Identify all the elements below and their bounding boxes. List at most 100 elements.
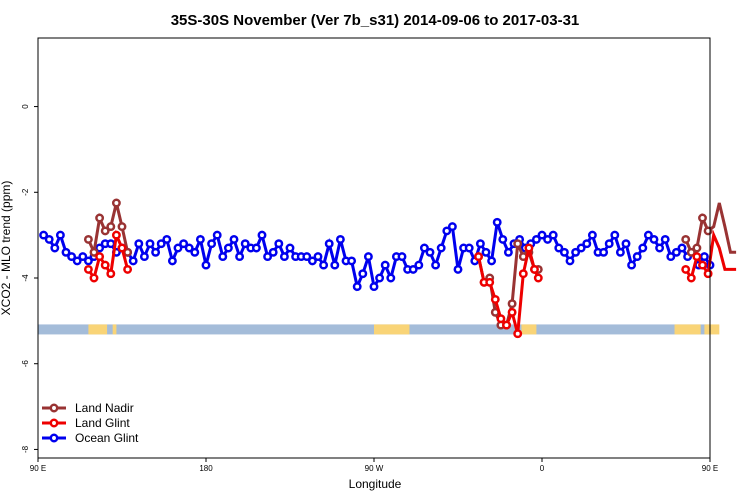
data-point xyxy=(106,239,116,249)
data-point xyxy=(610,230,620,240)
data-point xyxy=(587,230,597,240)
data-point xyxy=(229,234,239,244)
land-segment xyxy=(704,324,720,335)
series-ocean-glint xyxy=(39,217,715,292)
data-point xyxy=(78,252,88,262)
land-segment xyxy=(374,324,410,335)
data-point xyxy=(190,247,200,257)
data-point xyxy=(414,260,424,270)
data-point xyxy=(139,252,149,262)
data-point xyxy=(431,260,441,270)
data-point xyxy=(117,243,127,253)
land-segment xyxy=(521,324,537,335)
data-point xyxy=(263,252,273,262)
data-point xyxy=(686,247,696,257)
data-point xyxy=(207,239,217,249)
data-point xyxy=(397,252,407,262)
data-point xyxy=(274,239,284,249)
legend-label: Ocean Glint xyxy=(75,431,139,445)
x-axis: 90 E 180 90 W 0 90 E xyxy=(30,458,718,473)
data-point xyxy=(55,230,65,240)
data-point xyxy=(436,243,446,253)
data-point xyxy=(627,260,637,270)
data-point xyxy=(257,230,267,240)
data-point xyxy=(240,239,250,249)
data-point xyxy=(89,247,99,257)
data-point xyxy=(513,329,523,339)
data-point xyxy=(681,234,691,244)
data-point xyxy=(111,198,121,208)
data-point xyxy=(100,226,110,236)
data-point xyxy=(533,273,543,283)
data-point xyxy=(72,256,82,266)
data-point xyxy=(145,239,155,249)
data-point xyxy=(425,247,435,257)
data-point xyxy=(313,252,323,262)
data-point xyxy=(106,269,116,279)
data-point xyxy=(44,234,54,244)
land-ocean-band xyxy=(38,324,720,335)
y-axis-label: XCO2 - MLO trend (ppm) xyxy=(0,181,13,316)
data-point xyxy=(666,252,676,262)
legend-item: Land Nadir xyxy=(42,401,134,415)
data-point xyxy=(649,234,659,244)
data-point xyxy=(643,230,653,240)
data-point xyxy=(559,247,569,257)
data-point xyxy=(530,264,539,274)
data-point xyxy=(655,243,665,253)
data-point xyxy=(419,243,429,253)
land-segment xyxy=(112,324,117,335)
data-point xyxy=(464,243,474,253)
data-point xyxy=(671,247,681,257)
data-point xyxy=(83,234,93,244)
data-point xyxy=(496,314,506,324)
data-point xyxy=(83,264,93,274)
data-point xyxy=(61,247,71,257)
land-segment xyxy=(88,324,108,335)
x-axis-label: Longitude xyxy=(349,477,402,491)
data-point xyxy=(279,252,289,262)
data-point xyxy=(632,252,642,262)
data-point xyxy=(518,269,528,279)
data-point xyxy=(184,243,194,253)
data-point xyxy=(507,307,517,317)
data-point xyxy=(268,247,278,257)
data-point xyxy=(128,256,138,266)
y-axis: 0 -2 -4 -6 -8 xyxy=(21,104,38,453)
data-point xyxy=(582,239,592,249)
data-point xyxy=(151,247,161,257)
data-point xyxy=(638,243,648,253)
data-point xyxy=(218,252,228,262)
x-tick-label: 0 xyxy=(540,464,545,473)
data-point xyxy=(251,243,261,253)
data-point xyxy=(100,260,110,270)
legend-marker xyxy=(49,418,59,428)
data-point xyxy=(319,260,329,270)
data-point xyxy=(179,239,189,249)
data-point xyxy=(442,226,452,236)
data-point xyxy=(95,243,105,253)
data-point xyxy=(195,234,205,244)
data-point xyxy=(167,256,177,266)
y-tick-label: 0 xyxy=(21,104,30,109)
data-point xyxy=(604,239,614,249)
x-tick-label: 90 E xyxy=(30,464,46,473)
data-point xyxy=(475,239,485,249)
data-point xyxy=(173,243,183,253)
data-point xyxy=(375,273,385,283)
data-point xyxy=(134,239,144,249)
y-tick-label: -4 xyxy=(21,274,30,282)
data-point xyxy=(565,256,575,266)
series-land-nadir xyxy=(83,198,737,330)
data-point xyxy=(123,264,133,274)
data-point xyxy=(358,269,368,279)
data-point xyxy=(537,230,547,240)
data-point xyxy=(686,273,696,283)
data-point xyxy=(513,239,523,249)
data-point xyxy=(89,273,99,283)
data-point xyxy=(347,256,357,266)
data-point xyxy=(681,264,691,274)
x-tick-label: 180 xyxy=(199,464,213,473)
data-point xyxy=(487,256,497,266)
